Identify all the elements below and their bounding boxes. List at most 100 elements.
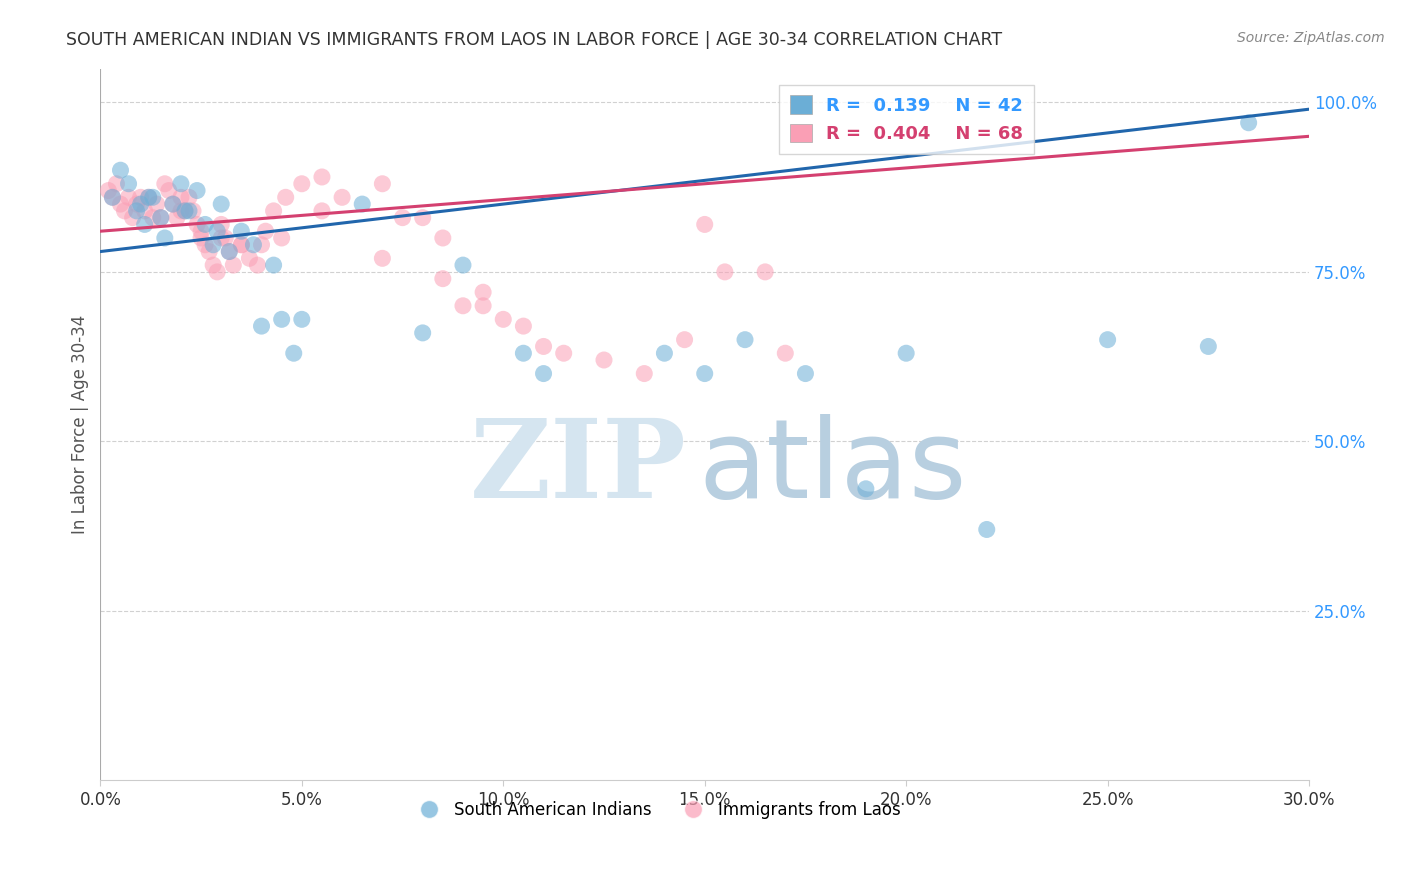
Point [263,258,285,272]
Point [218,244,240,259]
Point [181,203,204,218]
Point [896,346,918,360]
Point [129,190,152,204]
Point [101,190,124,204]
Point [250,319,273,334]
Point [194,218,217,232]
Point [432,231,454,245]
Point [170,190,193,204]
Point [311,203,333,218]
Point [734,333,756,347]
Point [291,177,314,191]
Point [270,231,292,245]
Point [472,299,495,313]
Point [633,367,655,381]
Legend: South American Indians, Immigrants from Laos: South American Indians, Immigrants from … [405,794,907,825]
Point [291,312,314,326]
Text: ZIP: ZIP [470,414,686,521]
Point [153,177,176,191]
Point [218,244,240,259]
Point [533,339,555,353]
Point [209,218,232,232]
Point [138,190,160,204]
Point [145,197,167,211]
Point [222,258,245,272]
Point [512,346,534,360]
Point [101,190,124,204]
Point [714,265,737,279]
Point [142,190,165,204]
Point [162,197,184,211]
Point [153,231,176,245]
Point [170,203,193,218]
Point [149,211,172,225]
Point [593,353,616,368]
Point [472,285,495,300]
Text: SOUTH AMERICAN INDIAN VS IMMIGRANTS FROM LAOS IN LABOR FORCE | AGE 30-34 CORRELA: SOUTH AMERICAN INDIAN VS IMMIGRANTS FROM… [66,31,1002,49]
Point [1237,116,1260,130]
Point [263,203,285,218]
Point [246,258,269,272]
Point [134,218,156,232]
Point [371,177,394,191]
Point [231,237,253,252]
Point [186,218,208,232]
Point [170,177,193,191]
Point [274,190,297,204]
Point [97,184,120,198]
Point [231,224,253,238]
Point [311,169,333,184]
Point [202,237,225,252]
Point [205,224,228,238]
Point [190,231,212,245]
Y-axis label: In Labor Force | Age 30-34: In Labor Force | Age 30-34 [72,315,89,534]
Point [254,224,277,238]
Point [371,252,394,266]
Point [121,211,143,225]
Point [214,231,236,245]
Point [1097,333,1119,347]
Point [194,237,217,252]
Point [432,271,454,285]
Point [174,203,197,218]
Point [125,197,148,211]
Point [117,190,139,204]
Point [186,184,208,198]
Point [270,312,292,326]
Point [162,197,184,211]
Point [654,346,676,360]
Point [330,190,353,204]
Point [512,319,534,334]
Point [976,523,998,537]
Point [250,237,273,252]
Point [754,265,776,279]
Point [134,203,156,218]
Point [412,326,434,340]
Point [1197,339,1219,353]
Point [693,367,716,381]
Point [110,163,132,178]
Point [238,252,260,266]
Point [205,265,228,279]
Point [553,346,575,360]
Point [138,190,160,204]
Point [775,346,797,360]
Point [174,203,197,218]
Point [352,197,374,211]
Point [794,367,817,381]
Point [451,299,474,313]
Point [533,367,555,381]
Point [114,203,136,218]
Point [412,211,434,225]
Point [391,211,413,225]
Point [117,177,139,191]
Text: atlas: atlas [699,414,967,521]
Point [451,258,474,272]
Point [209,197,232,211]
Point [492,312,515,326]
Point [190,224,212,238]
Text: Source: ZipAtlas.com: Source: ZipAtlas.com [1237,31,1385,45]
Point [177,203,200,218]
Point [110,197,132,211]
Point [149,211,172,225]
